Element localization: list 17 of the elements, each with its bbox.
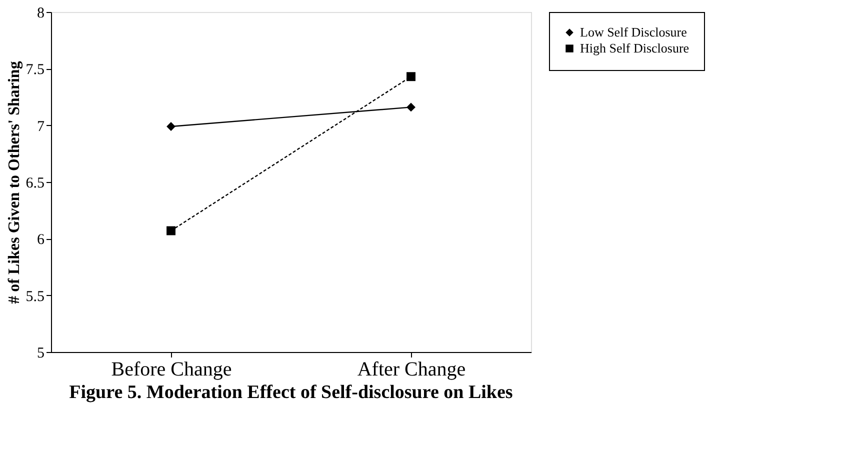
x-tick-label: After Change: [357, 358, 466, 380]
y-axis-title: # of Likes Given to Others' Sharing: [6, 61, 23, 304]
point: [166, 122, 176, 131]
y-tick-label: 8: [37, 6, 44, 22]
point: [166, 226, 176, 236]
y-tick-label: 6.5: [26, 176, 44, 192]
point: [406, 72, 416, 82]
legend-label: High Self Disclosure: [580, 40, 690, 56]
y-tick-label: 5: [37, 346, 44, 362]
y-tick-label: 7.5: [26, 62, 44, 78]
y-tick-label: 5.5: [26, 288, 44, 305]
text: Figure 5. Moderation Effect of Self-disclosure on Likes: [69, 382, 513, 403]
legend-label: Low Self Disclosure: [580, 24, 688, 40]
x-tick-label: Before Change: [111, 358, 232, 380]
y-tick-label: 7: [37, 118, 45, 135]
y-tick-label: 6: [37, 232, 45, 248]
point: [406, 102, 416, 112]
